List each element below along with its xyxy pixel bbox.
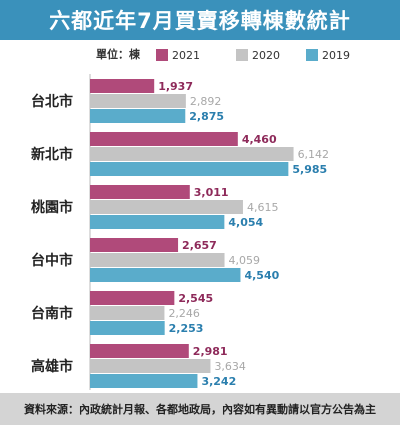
value-labels: 1,937 2,892 2,875 4,460 6,142 5,985 3,011 4,615… (158, 80, 329, 388)
legend-swatch-2020 (236, 49, 248, 61)
unit-label: 單位：棟 (96, 47, 141, 61)
legend: 2021 2020 2019 (156, 49, 350, 62)
legend-label-2020: 2020 (252, 49, 280, 62)
legend-swatch-2021 (156, 49, 168, 61)
category-label: 台中市 (31, 252, 73, 269)
value-label-2019: 2,875 (189, 110, 224, 123)
bar-2019 (90, 321, 165, 335)
value-label-2019: 4,540 (244, 269, 279, 282)
bar-marks (90, 79, 294, 388)
chart-title: 六都近年7月買賣移轉棟數統計 (0, 0, 400, 40)
category-label: 台北市 (31, 93, 73, 110)
value-label-2020: 6,142 (298, 148, 330, 161)
category-label: 新北市 (31, 146, 73, 163)
bar-2020 (90, 306, 165, 320)
chart-area: 單位：棟 2021 2020 2019 台北市新北市桃園市台中市台南市高雄市 1,9… (6, 40, 394, 393)
legend-label-2019: 2019 (322, 49, 350, 62)
value-label-2020: 2,246 (168, 307, 200, 320)
bar-2020 (90, 200, 243, 214)
bar-2021 (90, 291, 175, 305)
bar-2019 (90, 162, 289, 176)
bar-2019 (90, 109, 186, 123)
bar-2021 (90, 185, 190, 199)
category-label: 高雄市 (31, 358, 73, 375)
value-label-2020: 4,059 (229, 254, 261, 267)
value-label-2020: 4,615 (247, 201, 279, 214)
bar-2020 (90, 253, 225, 267)
value-label-2019: 4,054 (228, 216, 263, 229)
bar-2021 (90, 344, 189, 358)
value-label-2021: 1,937 (158, 80, 193, 93)
value-label-2019: 2,253 (169, 322, 204, 335)
category-label: 桃園市 (31, 199, 73, 216)
bar-2019 (90, 215, 225, 229)
bar-2021 (90, 79, 155, 93)
bar-2020 (90, 94, 186, 108)
value-label-2021: 2,981 (193, 345, 228, 358)
value-label-2021: 4,460 (242, 133, 277, 146)
value-label-2019: 3,242 (201, 375, 236, 388)
bar-2020 (90, 359, 211, 373)
bar-2020 (90, 147, 294, 161)
value-label-2021: 2,657 (182, 239, 217, 252)
value-label-2019: 5,985 (292, 163, 327, 176)
bar-2021 (90, 132, 238, 146)
legend-swatch-2019 (306, 49, 318, 61)
value-label-2020: 3,634 (214, 360, 246, 373)
bar-2019 (90, 268, 241, 282)
value-label-2020: 2,892 (190, 95, 222, 108)
bar-2021 (90, 238, 179, 252)
value-label-2021: 2,545 (178, 292, 213, 305)
bar-2019 (90, 374, 198, 388)
source-footer: 資料來源：內政統計月報、各都地政局，內容如有異動請以官方公告為主 (0, 393, 400, 425)
value-label-2021: 3,011 (194, 186, 229, 199)
category-label: 台南市 (31, 305, 73, 322)
legend-label-2021: 2021 (172, 49, 200, 62)
